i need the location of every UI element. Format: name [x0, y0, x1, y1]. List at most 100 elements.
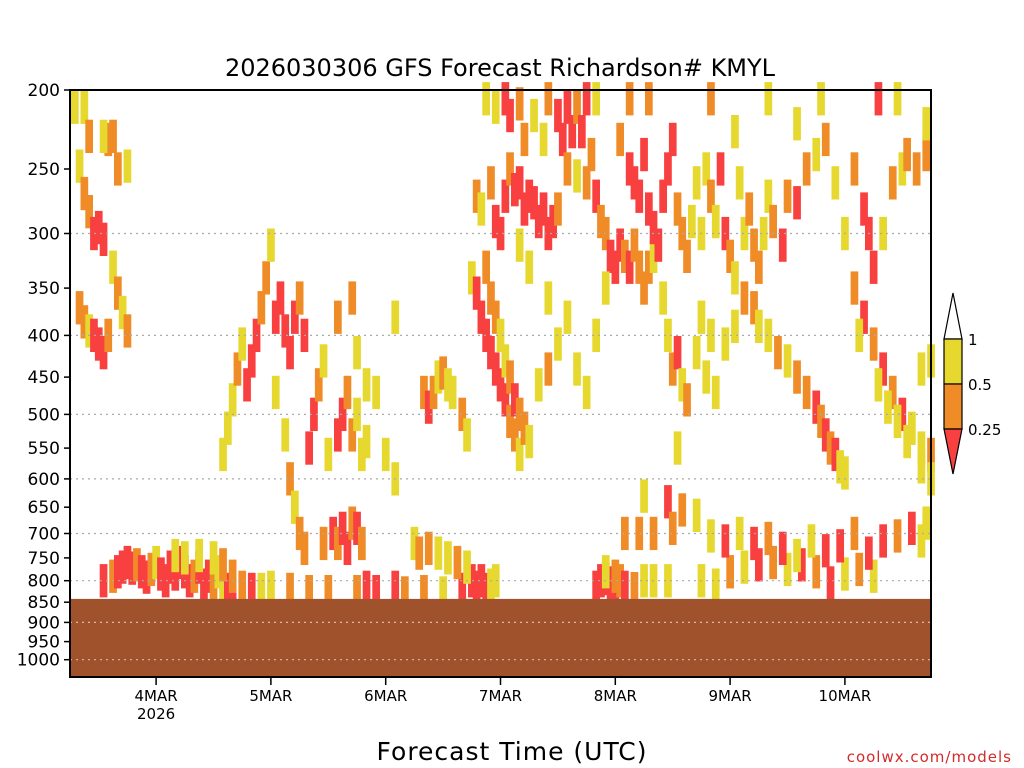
heatmap-cell	[209, 541, 218, 575]
heatmap-cell	[597, 204, 605, 239]
heatmap-cell	[434, 360, 443, 394]
heatmap-cell	[826, 566, 835, 600]
heatmap-cell	[563, 152, 572, 186]
heatmap-cell	[353, 336, 361, 370]
heatmap-cell	[922, 506, 931, 540]
heatmap-cell	[391, 570, 400, 604]
heatmap-cell	[692, 336, 701, 370]
heatmap-cell	[104, 122, 113, 157]
heatmap-cell	[372, 575, 380, 609]
heatmap-cell	[640, 479, 648, 513]
y-tick-label: 350	[28, 279, 60, 299]
heatmap-cell	[821, 122, 830, 157]
heatmap-cell	[152, 545, 160, 580]
plot-area	[69, 82, 935, 678]
heatmap-cell	[649, 239, 658, 273]
heatmap-cell	[802, 152, 811, 186]
heatmap-cell	[353, 575, 361, 609]
heatmap-cell	[487, 281, 495, 315]
heatmap-cell	[487, 336, 495, 370]
heatmap-cell	[511, 418, 519, 452]
x-tick-label: 10MAR	[819, 687, 872, 705]
heatmap-cell	[563, 90, 572, 124]
heatmap-cell	[855, 318, 864, 352]
heatmap-cell	[482, 82, 490, 116]
heatmap-cell	[707, 82, 715, 116]
heatmap-cell	[511, 173, 519, 207]
heatmap-cell	[181, 541, 189, 575]
heatmap-cell	[291, 490, 299, 524]
heatmap-cell	[793, 186, 801, 220]
heatmap-cell	[391, 300, 400, 334]
heatmap-cell	[362, 570, 371, 604]
heatmap-cell	[75, 149, 84, 183]
heatmap-cell	[692, 166, 701, 200]
heatmap-cell	[118, 295, 127, 330]
x-tick-label: 6MAR	[364, 687, 407, 705]
heatmap-cell	[219, 566, 227, 600]
heatmap-cell	[630, 228, 639, 262]
heatmap-cell	[740, 216, 749, 251]
heatmap-cell	[783, 179, 792, 213]
heatmap-cell	[755, 309, 763, 343]
heatmap-cell	[496, 216, 505, 251]
heatmap-cell	[668, 352, 677, 386]
x-axis-title: Forecast Time (UTC)	[377, 737, 648, 766]
heatmap-cell	[85, 314, 93, 348]
site-credit[interactable]: coolwx.com/models	[847, 748, 1012, 766]
heatmap-cell	[649, 210, 658, 245]
heatmap-cell	[568, 115, 577, 149]
heatmap-cell	[635, 179, 644, 213]
heatmap-cell	[334, 300, 342, 334]
heatmap-cell	[621, 570, 629, 604]
heatmap-cell	[721, 327, 730, 361]
heatmap-cell	[592, 318, 600, 352]
heatmap-cell	[812, 137, 821, 172]
heatmap-cell	[573, 90, 581, 124]
heatmap-cell	[582, 166, 591, 200]
heatmap-cell	[716, 152, 725, 186]
heatmap-cell	[477, 564, 486, 598]
heatmap-cell	[491, 352, 500, 386]
heatmap-cell	[305, 575, 313, 609]
heatmap-cell	[319, 344, 328, 378]
y-tick-label: 550	[28, 439, 60, 459]
heatmap-cell	[424, 390, 433, 424]
heatmap-cell	[869, 250, 878, 284]
heatmap-cell	[448, 375, 457, 410]
heatmap-cell	[893, 404, 902, 438]
heatmap-cell	[879, 352, 887, 386]
heatmap-cell	[338, 397, 347, 431]
heatmap-cell	[659, 281, 667, 315]
heatmap-cell	[735, 166, 744, 200]
heatmap-cell	[501, 383, 510, 417]
heatmap-cell	[544, 352, 553, 386]
heatmap-cell	[137, 555, 146, 589]
heatmap-cell	[281, 314, 290, 348]
y-tick-label: 900	[28, 613, 60, 633]
heatmap-cell	[109, 119, 117, 153]
heatmap-cell	[80, 90, 89, 124]
heatmap-cell	[247, 344, 256, 378]
heatmap-cell	[204, 559, 213, 593]
heatmap-cell	[879, 524, 887, 558]
heatmap-cell	[295, 281, 304, 315]
heatmap-cell	[759, 216, 768, 251]
heatmap-cell	[343, 375, 352, 410]
heatmap-cell	[640, 271, 648, 305]
heatmap-cell	[109, 250, 117, 284]
heatmap-cell	[721, 524, 730, 558]
heatmap-cell	[286, 336, 294, 370]
heatmap-cell	[740, 550, 749, 584]
heatmap-cell	[530, 98, 538, 133]
heatmap-cell	[338, 511, 347, 545]
heatmap-cell	[262, 261, 270, 295]
heatmap-cell	[477, 192, 486, 226]
heatmap-cell	[544, 281, 553, 315]
heatmap-cell	[534, 204, 543, 239]
heatmap-cell	[606, 566, 615, 600]
legend-swatch-bottom	[943, 428, 963, 475]
heatmap-cell	[291, 300, 299, 334]
